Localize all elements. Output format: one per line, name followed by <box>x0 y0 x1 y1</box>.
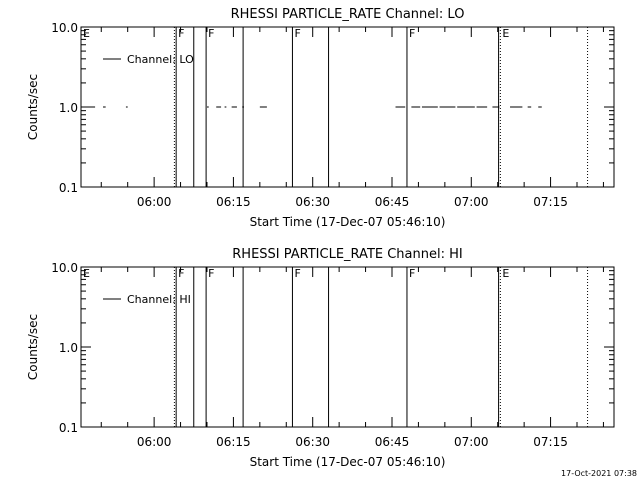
x-tick-label: 06:45 <box>375 435 410 449</box>
y-tick-label: 1.0 <box>59 101 78 115</box>
event-marker-label: F <box>208 27 214 40</box>
y-axis-label: Counts/sec <box>26 74 40 140</box>
x-tick-label: 06:45 <box>375 195 410 209</box>
event-marker-label: F <box>294 267 300 280</box>
event-marker-label: E <box>83 267 90 280</box>
plot-frame <box>80 26 615 188</box>
plot-panel-1: RHESSI PARTICLE_RATE Channel: LO Start Ti… <box>26 7 615 229</box>
x-tick-label: 07:15 <box>533 435 568 449</box>
x-tick-label: 06:30 <box>295 195 330 209</box>
plot-title: RHESSI PARTICLE_RATE Channel: LO <box>231 7 465 22</box>
y-axis-label: Counts/sec <box>26 314 40 380</box>
event-marker-label: F <box>178 267 184 280</box>
x-axis-label: Start Time (17-Dec-07 05:46:10) <box>250 215 446 229</box>
x-axis-label: Start Time (17-Dec-07 05:46:10) <box>250 455 446 469</box>
y-tick-label: 0.1 <box>59 421 78 435</box>
x-tick-label: 06:00 <box>137 435 172 449</box>
plot-frame <box>80 266 615 428</box>
event-marker-label: F <box>409 267 415 280</box>
legend-entry: Channel: HI <box>127 293 191 306</box>
x-tick-label: 07:00 <box>454 195 489 209</box>
x-tick-label: 06:00 <box>137 195 172 209</box>
x-tick-label: 07:15 <box>533 195 568 209</box>
event-marker-label: F <box>208 267 214 280</box>
event-marker-label: F <box>294 27 300 40</box>
y-tick-label: 0.1 <box>59 181 78 195</box>
plot-timestamp: 17-Oct-2021 07:38 <box>561 469 637 478</box>
event-marker-label: F <box>178 27 184 40</box>
plot-panel-2: RHESSI PARTICLE_RATE Channel: HI Start Ti… <box>26 247 615 469</box>
plot-title: RHESSI PARTICLE_RATE Channel: HI <box>232 247 462 262</box>
x-tick-label: 06:15 <box>216 195 251 209</box>
x-tick-label: 06:30 <box>295 435 330 449</box>
y-tick-label: 10.0 <box>51 21 78 35</box>
y-tick-label: 1.0 <box>59 341 78 355</box>
legend-entry: Channel: LO <box>127 53 194 66</box>
event-marker-label: E <box>502 27 509 40</box>
event-marker-label: E <box>83 27 90 40</box>
y-tick-label: 10.0 <box>51 261 78 275</box>
x-tick-label: 07:00 <box>454 435 489 449</box>
event-marker-label: E <box>502 267 509 280</box>
x-tick-label: 06:15 <box>216 435 251 449</box>
event-marker-label: F <box>409 27 415 40</box>
